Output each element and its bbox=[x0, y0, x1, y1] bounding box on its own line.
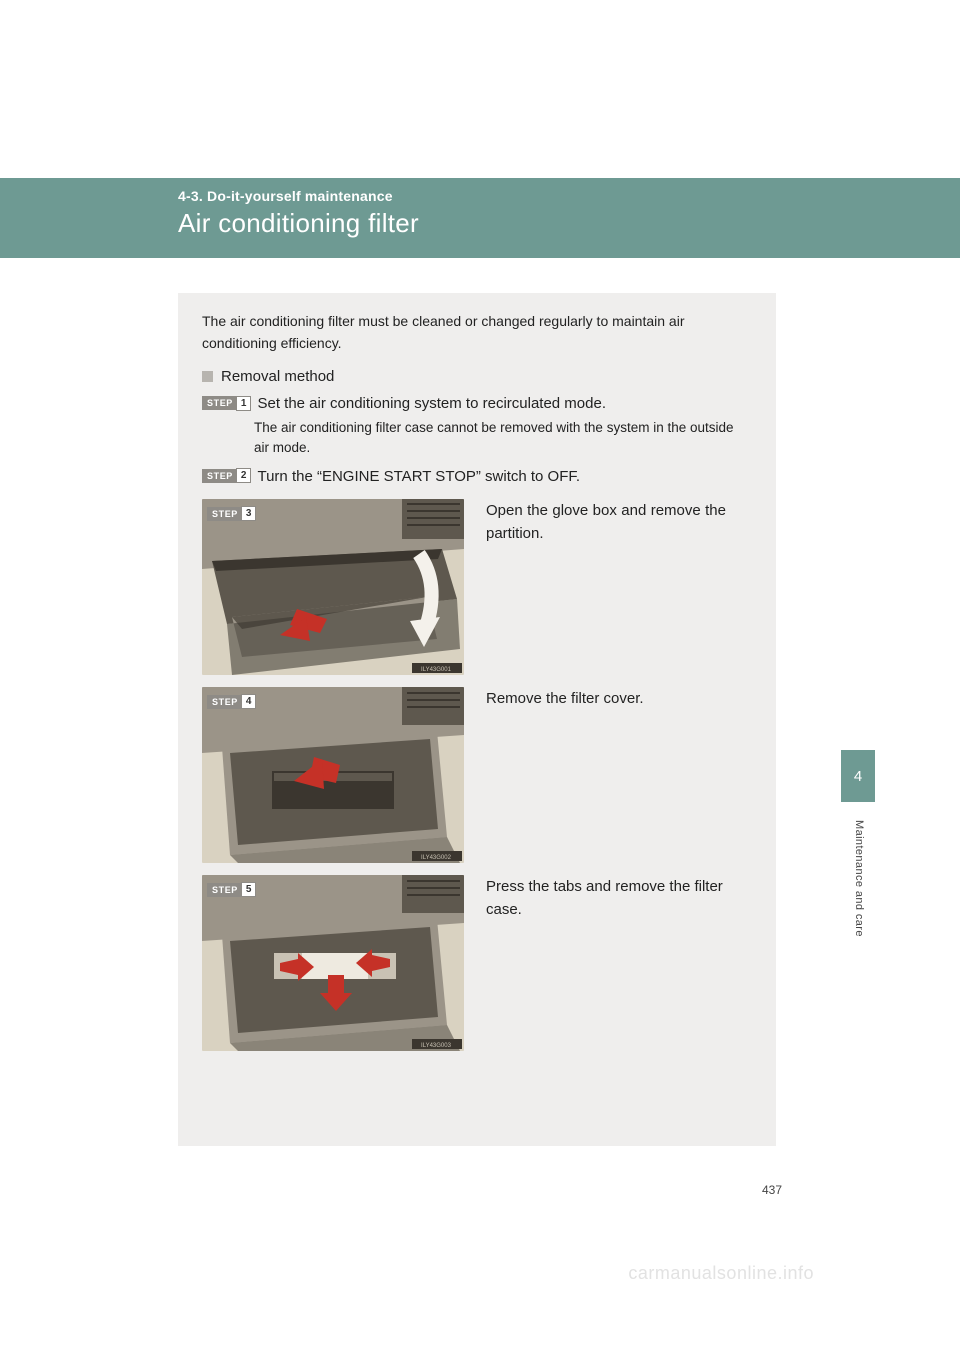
step-badge-5: STEP 5 bbox=[207, 882, 256, 898]
content-panel: The air conditioning filter must be clea… bbox=[178, 293, 776, 1146]
step-3-row: STEP 3 bbox=[202, 499, 752, 675]
step-4-figure: STEP 4 bbox=[202, 687, 464, 863]
step-badge-4: STEP 4 bbox=[207, 694, 256, 710]
step-badge-label: STEP bbox=[207, 695, 242, 709]
step-badge-label: STEP bbox=[202, 396, 237, 410]
step-badge-1: STEP 1 bbox=[202, 395, 251, 411]
watermark: carmanualsonline.info bbox=[628, 1263, 814, 1284]
step-badge-label: STEP bbox=[207, 883, 242, 897]
step-badge-num: 3 bbox=[241, 506, 257, 521]
square-bullet-icon bbox=[202, 371, 213, 382]
figure-ref: ILY43G001 bbox=[421, 667, 452, 673]
step-2-text: Turn the “ENGINE START STOP” switch to O… bbox=[257, 466, 580, 487]
page-number: 437 bbox=[762, 1183, 782, 1197]
step-badge-num: 4 bbox=[241, 694, 257, 709]
filter-cover-illustration: ILY43G002 bbox=[202, 687, 464, 863]
step-2-row: STEP 2 Turn the “ENGINE START STOP” swit… bbox=[202, 466, 752, 487]
step-3-text: Open the glove box and remove the partit… bbox=[486, 499, 726, 546]
step-badge-label: STEP bbox=[202, 469, 237, 483]
chapter-side-label: Maintenance and care bbox=[853, 820, 865, 937]
step-5-row: STEP 5 bbox=[202, 875, 752, 1051]
step-badge-2: STEP 2 bbox=[202, 468, 251, 484]
step-5-figure: STEP 5 bbox=[202, 875, 464, 1051]
removal-subhead-row: Removal method bbox=[202, 368, 752, 385]
step-4-row: STEP 4 bbox=[202, 687, 752, 863]
chapter-tab: 4 bbox=[841, 750, 875, 802]
step-badge-num: 1 bbox=[236, 396, 252, 411]
figure-ref: ILY43G003 bbox=[421, 1043, 452, 1049]
step-badge-num: 5 bbox=[241, 882, 257, 897]
step-5-text: Press the tabs and remove the filter cas… bbox=[486, 875, 726, 922]
chapter-header: 4-3. Do-it-yourself maintenance Air cond… bbox=[0, 178, 960, 258]
glovebox-open-illustration: ILY43G001 bbox=[202, 499, 464, 675]
step-1-note: The air conditioning filter case cannot … bbox=[254, 418, 752, 457]
page-title: Air conditioning filter bbox=[178, 208, 960, 239]
removal-subhead: Removal method bbox=[221, 368, 334, 385]
step-badge-3: STEP 3 bbox=[207, 506, 256, 522]
step-badge-label: STEP bbox=[207, 507, 242, 521]
section-label: 4-3. Do-it-yourself maintenance bbox=[178, 188, 960, 204]
step-3-figure: STEP 3 bbox=[202, 499, 464, 675]
step-badge-num: 2 bbox=[236, 468, 252, 483]
intro-text: The air conditioning filter must be clea… bbox=[202, 311, 752, 354]
step-4-text: Remove the filter cover. bbox=[486, 687, 726, 710]
chapter-tab-number: 4 bbox=[854, 768, 862, 785]
step-1-row: STEP 1 Set the air conditioning system t… bbox=[202, 393, 752, 414]
step-1-text: Set the air conditioning system to recir… bbox=[257, 393, 606, 414]
figure-ref: ILY43G002 bbox=[421, 855, 452, 861]
filter-case-illustration: ILY43G003 bbox=[202, 875, 464, 1051]
